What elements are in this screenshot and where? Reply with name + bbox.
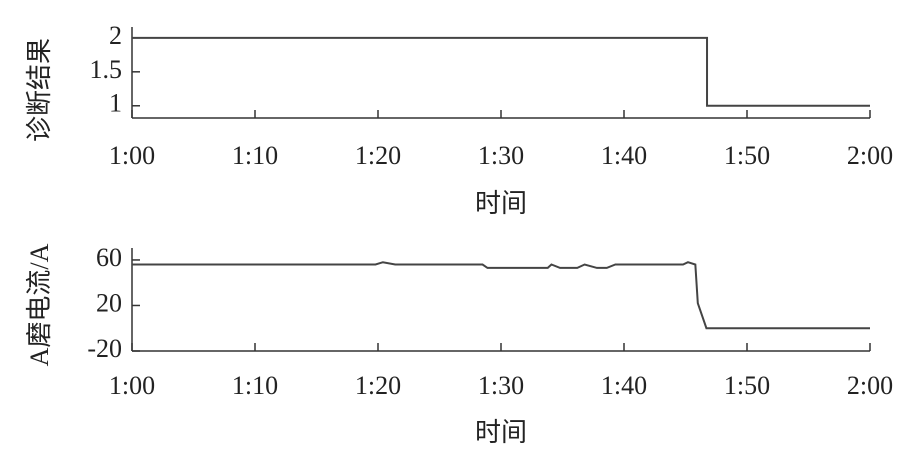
x-tick-label: 2:00 bbox=[847, 371, 893, 400]
x-axis-label: 时间 bbox=[475, 189, 527, 218]
data-line bbox=[132, 261, 870, 330]
x-tick-label: 1:00 bbox=[109, 141, 155, 170]
x-axis-label: 时间 bbox=[475, 418, 527, 447]
data-line bbox=[132, 36, 870, 107]
y-tick-label: 1 bbox=[109, 89, 122, 118]
x-tick-label: 1:20 bbox=[355, 371, 401, 400]
x-tick-label: 1:50 bbox=[724, 371, 770, 400]
x-tick-label: 1:30 bbox=[478, 371, 524, 400]
y-axis-label: 诊断结果 bbox=[25, 38, 54, 142]
x-tick-label: 1:00 bbox=[109, 371, 155, 400]
y-tick-label: -20 bbox=[87, 334, 122, 363]
y-axis-label: A磨电流/A bbox=[25, 243, 54, 366]
x-tick-label: 1:40 bbox=[601, 141, 647, 170]
x-tick-label: 1:10 bbox=[232, 141, 278, 170]
x-tick-label: 1:30 bbox=[478, 141, 524, 170]
y-tick-label: 2 bbox=[109, 21, 122, 50]
x-tick-label: 2:00 bbox=[847, 141, 893, 170]
x-tick-label: 1:50 bbox=[724, 141, 770, 170]
x-tick-label: 1:40 bbox=[601, 371, 647, 400]
y-tick-label: 20 bbox=[96, 288, 122, 317]
y-tick-label: 60 bbox=[96, 243, 122, 272]
x-tick-label: 1:10 bbox=[232, 371, 278, 400]
x-tick-label: 1:20 bbox=[355, 141, 401, 170]
y-tick-label: 1.5 bbox=[90, 55, 123, 84]
